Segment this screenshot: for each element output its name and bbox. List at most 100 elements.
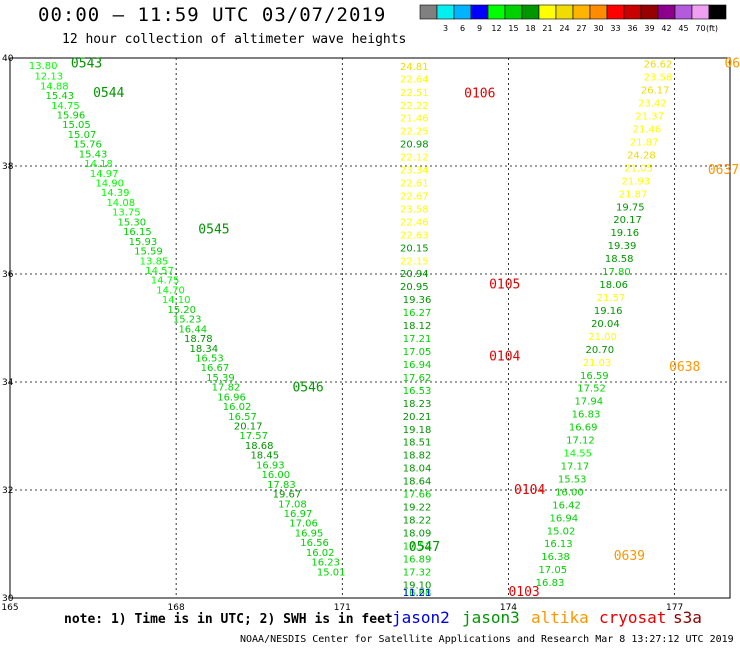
swh-value-altika: 18.58: [605, 254, 634, 265]
swh-value-cryosat: 22.15: [400, 256, 429, 267]
swh-value-jason3: 14.39: [101, 188, 130, 199]
swh-value-jason3: 15.76: [73, 140, 102, 151]
swh-value-jason3: 15.43: [79, 149, 108, 160]
colorbar-label: 70: [695, 24, 705, 33]
swh-value-cryosat: 22.25: [400, 127, 429, 138]
x-tick-label: 174: [500, 603, 517, 613]
colorbar-swatch: [470, 4, 489, 20]
swh-value-cryosat: 22.64: [400, 74, 429, 85]
swh-value-jason3: 19.67: [273, 490, 302, 501]
swh-value-cryosat: 19.22: [403, 503, 432, 514]
colorbar-swatch: [589, 4, 608, 20]
swh-value-altika: 16.00: [555, 487, 584, 498]
time-label: 0545: [198, 223, 229, 238]
swh-value-jason3: 16.53: [195, 353, 224, 364]
colorbar-swatch: [691, 4, 710, 20]
swh-value-cryosat: 18.22: [403, 515, 432, 526]
x-tick-label: 165: [1, 603, 18, 613]
x-tick-label: 171: [334, 603, 351, 613]
swh-value-altika: 19.16: [610, 228, 639, 239]
swh-value-cryosat: 18.23: [403, 399, 432, 410]
swh-value-jason3: 14.75: [51, 101, 80, 112]
swh-value-jason3: 15.07: [68, 130, 97, 141]
plot-frame: [9, 57, 731, 599]
swh-value-cryosat: 16.89: [403, 554, 432, 565]
colorbar-swatch: [419, 4, 438, 20]
swh-value-cryosat: 18.64: [403, 477, 432, 488]
swh-value-cryosat: 18.51: [403, 438, 432, 449]
swh-value-jason3: 16.67: [201, 363, 230, 374]
x-tick-label: 177: [666, 603, 683, 613]
swh-value-altika: 21.03: [583, 358, 612, 369]
colorbar-label: 3: [443, 24, 448, 33]
swh-value-altika: 19.16: [594, 306, 623, 317]
swh-value-jason3: 14.97: [90, 169, 119, 180]
colorbar-swatch: [640, 4, 659, 20]
swh-value-cryosat: 22.22: [400, 101, 429, 112]
colorbar-swatch: [708, 4, 727, 20]
time-label: 0639: [614, 549, 645, 564]
swh-value-jason3: 16.44: [178, 324, 207, 335]
swh-value-jason3: 15.96: [57, 110, 86, 121]
colorbar-label: 42: [661, 24, 671, 33]
swh-value-cryosat: 17.52: [403, 541, 432, 552]
swh-value-jason3: 16.02: [223, 402, 252, 413]
swh-value-jason3: 14.10: [162, 295, 191, 306]
grid-lines: [9, 57, 730, 599]
colorbar-label: 12: [491, 24, 501, 33]
swh-value-cryosat: 17.66: [403, 490, 432, 501]
swh-value-cryosat: 18.82: [403, 451, 432, 462]
colorbar-swatch: [572, 4, 591, 20]
time-label: 0544: [93, 86, 124, 101]
y-tick-label: 40: [2, 54, 14, 64]
swh-value-cryosat: 19.10: [403, 580, 432, 591]
colorbar-swatch: [657, 4, 676, 20]
swh-value-cryosat: 18.04: [403, 464, 432, 475]
colorbar-swatch: [487, 4, 506, 20]
legend-jason2: jason2: [392, 608, 450, 627]
colorbar-label: 39: [644, 24, 654, 33]
swh-value-cryosat: 17.62: [403, 373, 432, 384]
time-label: 0543: [71, 57, 102, 72]
colorbar-unit: (ft): [706, 24, 718, 33]
swh-value-altika: 16.83: [536, 578, 565, 589]
swh-value-cryosat: 22.67: [400, 191, 429, 202]
swh-value-altika: 17.52: [577, 384, 606, 395]
y-tick-label: 36: [2, 270, 14, 280]
swh-value-cryosat: 18.12: [403, 321, 432, 332]
colorbar-swatch: [623, 4, 642, 20]
swh-value-jason3: 16.56: [300, 538, 329, 549]
colorbar-swatch: [555, 4, 574, 20]
swh-value-altika: 26.17: [641, 86, 670, 97]
swh-value-altika: 21.37: [635, 112, 664, 123]
swh-value-jason3: 17.57: [239, 431, 268, 442]
swh-value-jason3: 17.08: [278, 499, 307, 510]
swh-value-altika: 15.02: [547, 526, 576, 537]
swh-value-jason3: 16.96: [217, 392, 246, 403]
swh-value-cryosat: 19.36: [403, 295, 432, 306]
swh-value-jason3: 14.57: [145, 266, 174, 277]
swh-value-altika: 16.59: [580, 371, 609, 382]
swh-value-altika: 20.70: [586, 345, 615, 356]
swh-value-jason3: 16.97: [284, 509, 313, 520]
swh-value-jason3: 16.93: [256, 460, 285, 471]
swh-value-jason3: 15.93: [129, 237, 158, 248]
footnote: note: 1) Time is in UTC; 2) SWH is in fe…: [64, 612, 393, 627]
swh-value-jason3: 14.18: [84, 159, 113, 170]
swh-value-altika: 14.55: [563, 449, 592, 460]
colorbar-swatch: [453, 4, 472, 20]
swh-value-jason3: 12.13: [34, 72, 63, 83]
swh-value-altika: 16.83: [572, 410, 601, 421]
colorbar-label: 45: [678, 24, 688, 33]
swh-value-altika: 17.17: [561, 461, 590, 472]
chart-title: 00:00 – 11:59 UTC 03/07/2019: [38, 4, 387, 26]
swh-value-cryosat: 24.81: [400, 62, 429, 73]
colorbar-label: 24: [559, 24, 569, 33]
data-marks: 13.8012.1314.8815.4314.7515.9615.0515.07…: [29, 60, 672, 599]
swh-value-altika: 17.05: [538, 565, 567, 576]
y-tick-label: 38: [2, 162, 14, 172]
time-label: 0104: [514, 483, 545, 498]
swh-value-altika: 21.05: [624, 163, 653, 174]
swh-value-jason3: 15.01: [317, 567, 346, 578]
colorbar-label: 6: [460, 24, 465, 33]
